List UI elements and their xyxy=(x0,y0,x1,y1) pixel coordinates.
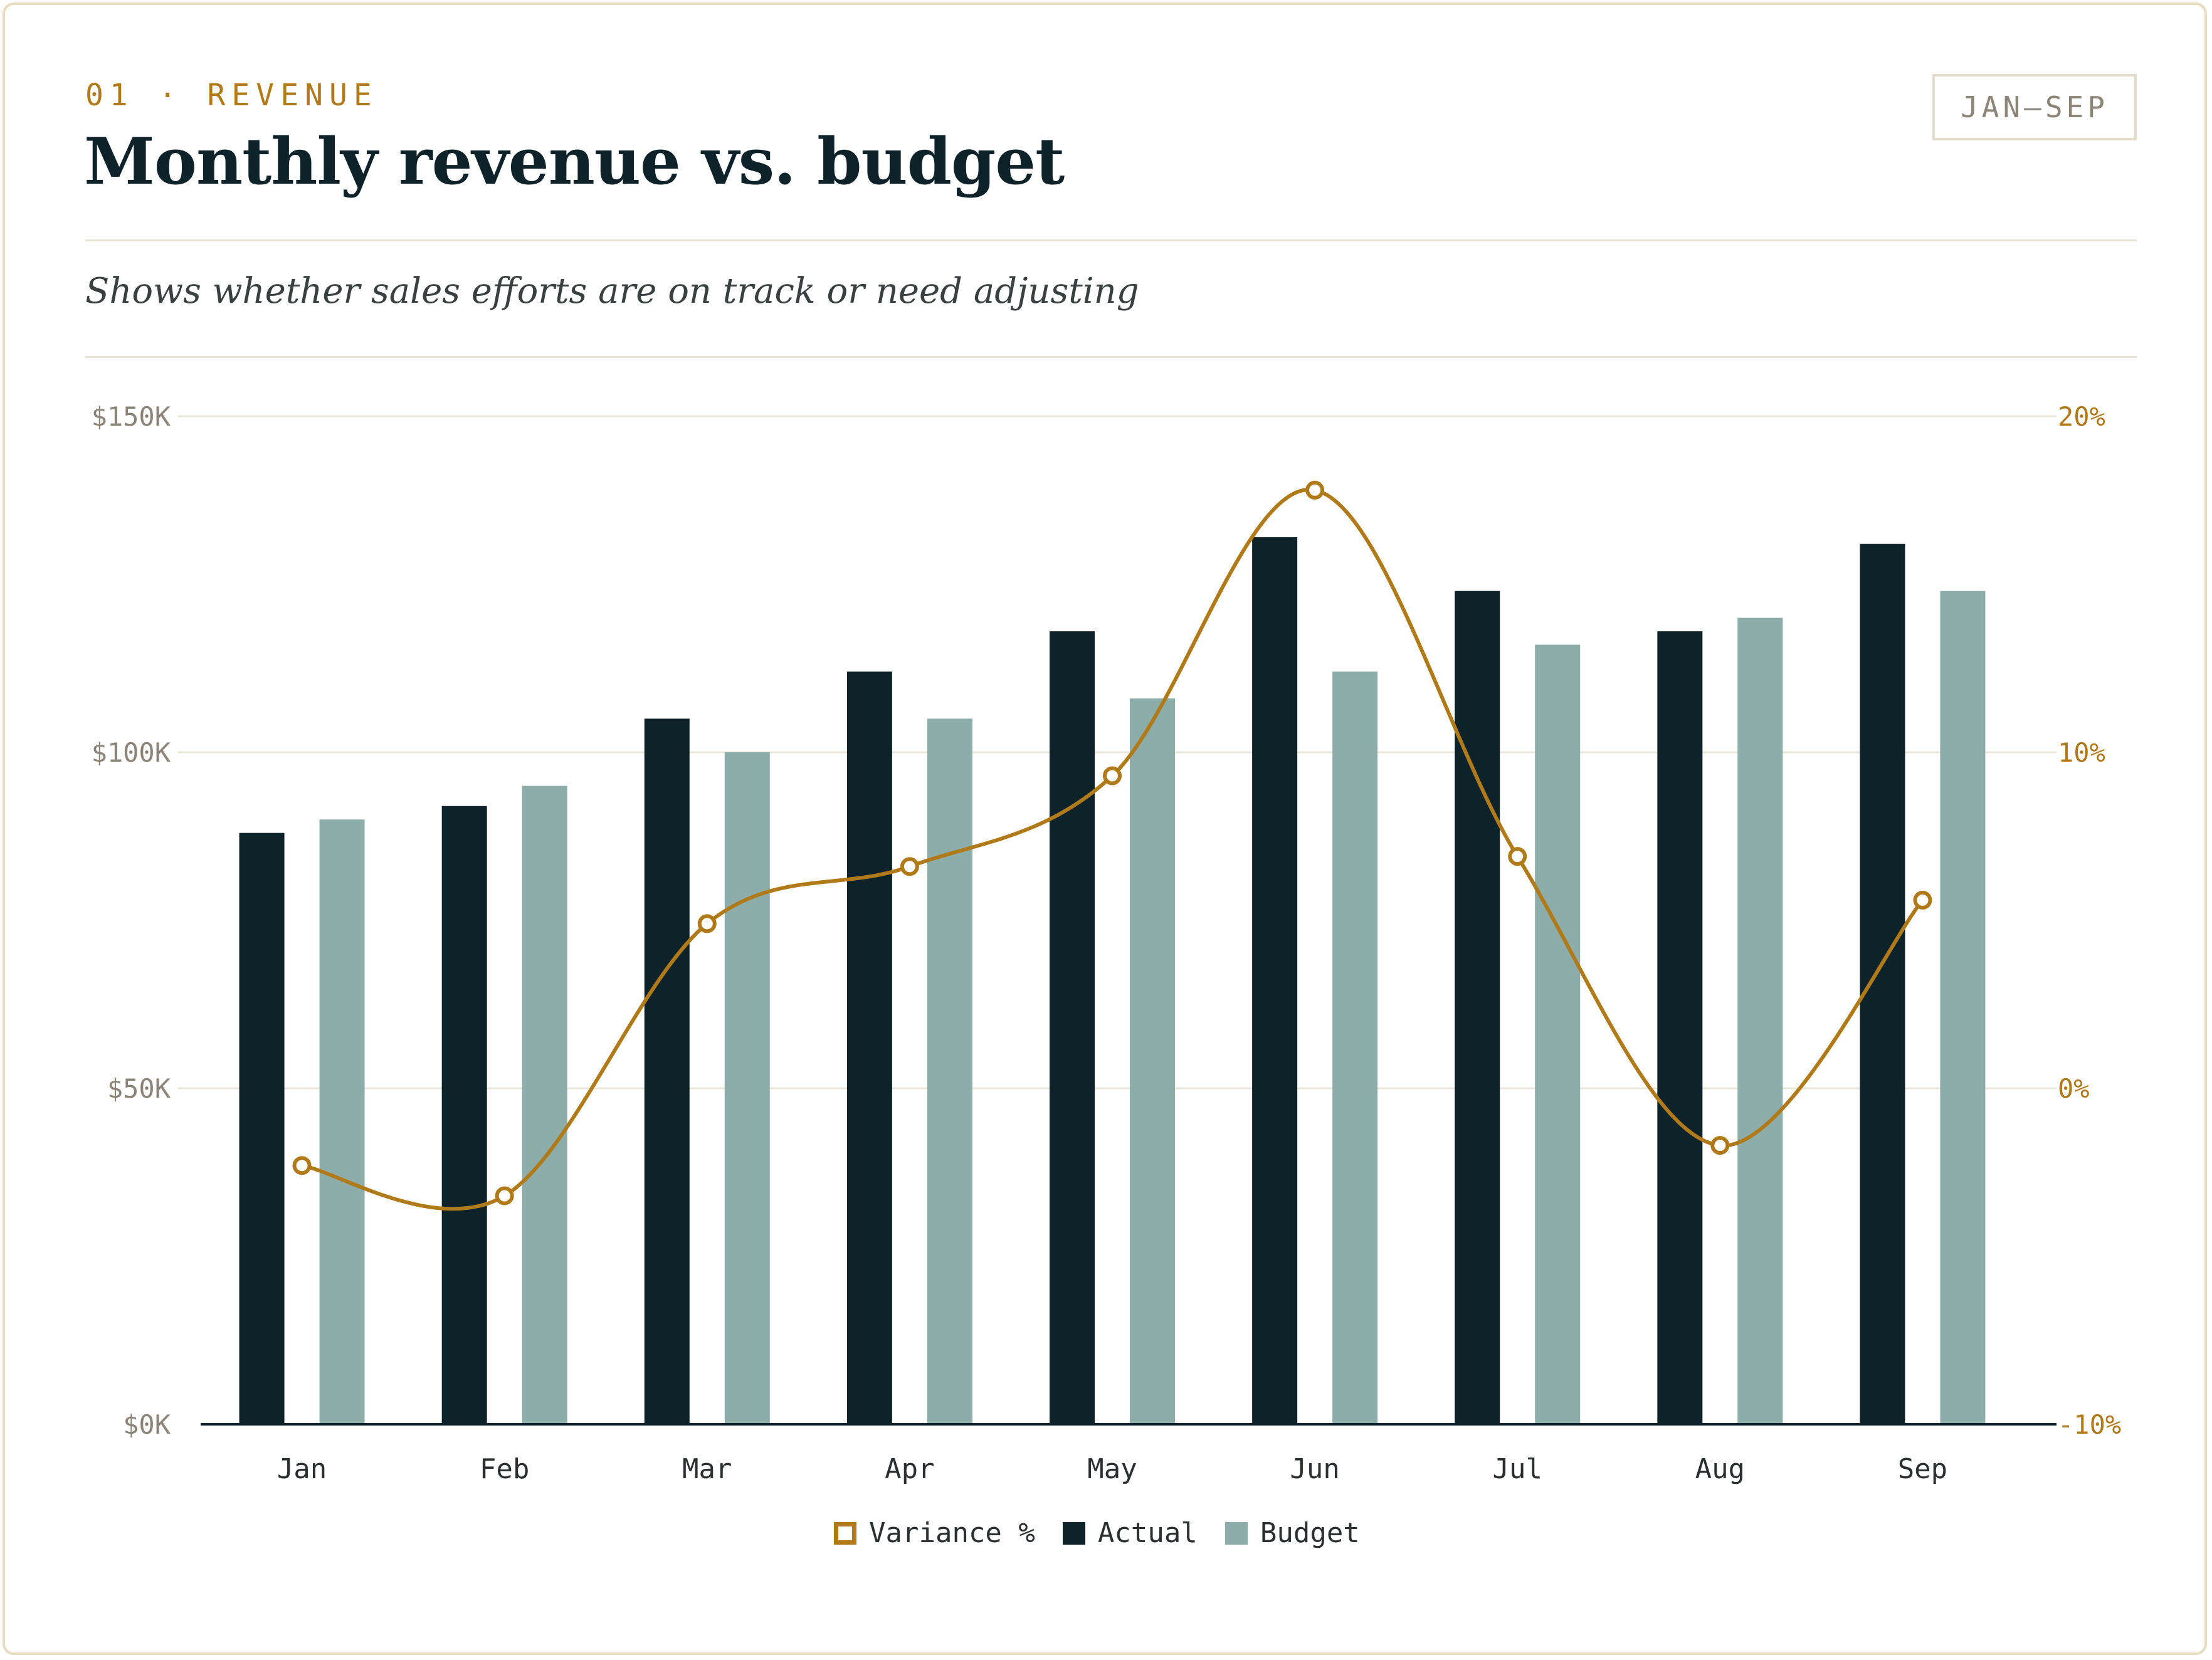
chart-subtitle: Shows whether sales efforts are on track… xyxy=(85,271,1139,312)
variance-point xyxy=(1103,766,1122,785)
variance-point xyxy=(1508,847,1527,866)
legend-label-budget: Budget xyxy=(1260,1517,1360,1549)
x-tick-label: Jan xyxy=(277,1453,327,1485)
variance-point xyxy=(1913,890,1932,910)
legend-item-budget: Budget xyxy=(1224,1517,1360,1549)
period-badge: JAN–SEP xyxy=(1932,74,2137,140)
variance-point xyxy=(900,857,919,876)
divider xyxy=(85,356,2137,358)
x-tick-label: Aug xyxy=(1695,1453,1745,1485)
x-tick-label: Mar xyxy=(682,1453,732,1485)
bar-budget xyxy=(1130,698,1175,1424)
bar-actual xyxy=(644,718,690,1424)
bar-actual xyxy=(1050,631,1095,1424)
variance-point xyxy=(292,1156,312,1175)
variance-point xyxy=(1305,480,1325,500)
x-tick-label: Feb xyxy=(480,1453,529,1485)
y-left-tick-label: $50K xyxy=(107,1073,171,1104)
bar-actual xyxy=(1252,537,1298,1425)
bar-budget xyxy=(1737,617,1783,1424)
y-left-tick-label: $0K xyxy=(123,1409,171,1440)
legend-label-actual: Actual xyxy=(1097,1517,1198,1549)
legend-swatch-actual xyxy=(1062,1521,1085,1545)
x-tick-label: Apr xyxy=(885,1453,934,1485)
legend-label-variance: Variance % xyxy=(869,1517,1035,1549)
section-eyebrow: 01 · REVENUE xyxy=(85,78,378,113)
legend-item-actual: Actual xyxy=(1062,1517,1198,1549)
x-tick-label: Jul xyxy=(1492,1453,1542,1485)
bar-budget xyxy=(319,819,365,1424)
x-tick-label: May xyxy=(1087,1453,1137,1485)
chart-title: Monthly revenue vs. budget xyxy=(84,124,1065,199)
bar-budget xyxy=(724,752,770,1424)
bar-actual xyxy=(239,833,285,1424)
bar-actual xyxy=(441,806,487,1424)
y-right-tick-label: -10% xyxy=(2058,1409,2121,1440)
y-right-tick-label: 10% xyxy=(2058,737,2105,768)
variance-line xyxy=(302,488,1924,1211)
variance-point xyxy=(697,914,717,933)
x-tick-label: Jun xyxy=(1290,1453,1339,1485)
legend-item-variance: Variance % xyxy=(834,1517,1035,1549)
bar-actual xyxy=(846,671,892,1424)
x-tick-label: Sep xyxy=(1898,1453,1947,1485)
bar-actual xyxy=(1455,591,1500,1424)
bar-actual xyxy=(1860,544,1905,1425)
bar-budget xyxy=(522,785,567,1424)
legend-swatch-variance xyxy=(834,1521,856,1545)
variance-point xyxy=(1710,1136,1730,1155)
bar-budget xyxy=(927,718,972,1424)
y-left-tick-label: $100K xyxy=(92,737,171,768)
bar-actual xyxy=(1657,631,1703,1424)
bar-budget xyxy=(1332,671,1378,1424)
divider xyxy=(85,239,2137,241)
variance-point xyxy=(495,1186,514,1206)
bar-budget xyxy=(1535,644,1581,1424)
bar-budget xyxy=(1940,591,1986,1424)
y-right-tick-label: 20% xyxy=(2058,401,2105,432)
y-right-tick-label: 0% xyxy=(2058,1073,2090,1104)
y-left-tick-label: $150K xyxy=(92,401,171,432)
legend-swatch-budget xyxy=(1224,1521,1248,1545)
chart-legend: Variance % Actual Budget xyxy=(834,1517,1388,1549)
chart-card: 01 · REVENUE Monthly revenue vs. budget … xyxy=(3,3,2207,1655)
